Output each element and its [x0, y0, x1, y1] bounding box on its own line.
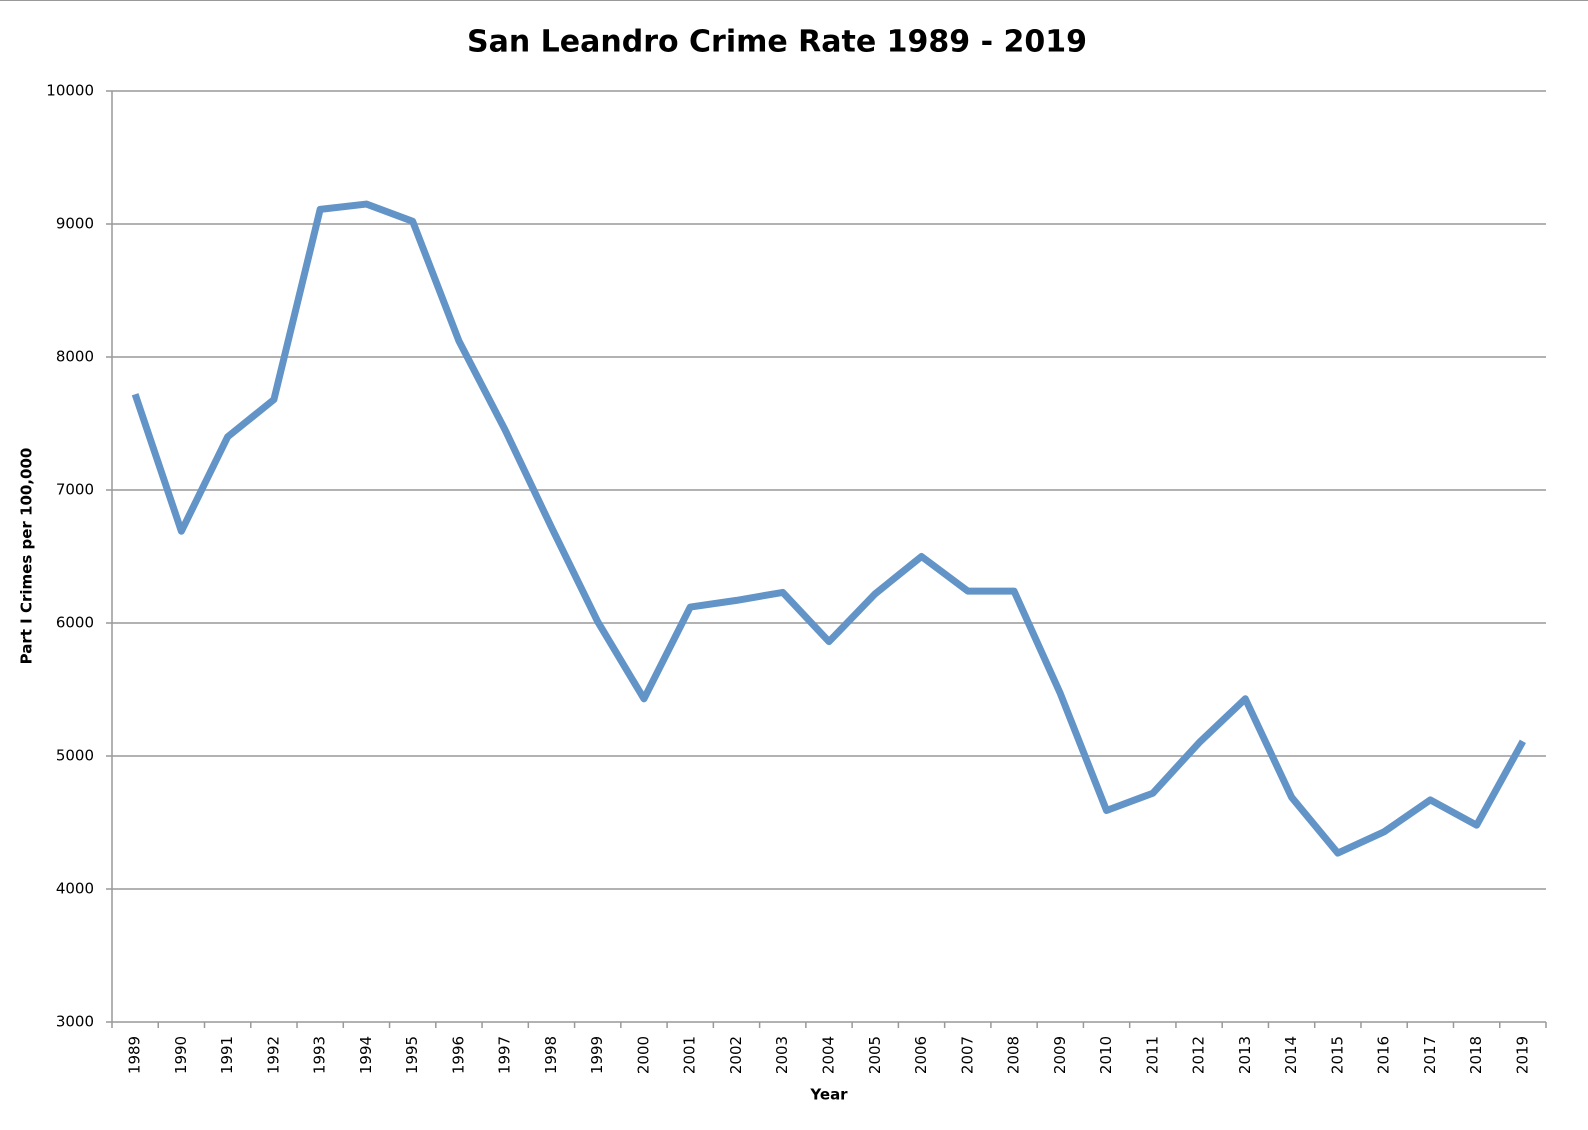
- x-tick-label: 1990: [172, 1036, 190, 1074]
- y-tick-label: 3000: [56, 1013, 94, 1031]
- x-tick-label: 2001: [681, 1036, 699, 1074]
- x-tick-label: 1993: [311, 1036, 329, 1074]
- x-tick-label: 2009: [1051, 1036, 1069, 1074]
- x-tick-label: 2007: [958, 1036, 976, 1074]
- x-tick-label: 2006: [912, 1036, 930, 1074]
- y-tick-label: 7000: [56, 481, 94, 499]
- x-tick-label: 2019: [1513, 1036, 1531, 1074]
- x-tick-label: 2003: [773, 1036, 791, 1074]
- x-tick-label: 2012: [1190, 1036, 1208, 1074]
- x-tick-label: 2000: [634, 1036, 652, 1074]
- x-tick-label: 1989: [126, 1036, 144, 1074]
- y-tick-label: 5000: [56, 747, 94, 765]
- x-tick-label: 2013: [1236, 1036, 1254, 1074]
- x-tick-label: 2014: [1282, 1036, 1300, 1074]
- x-tick-label: 2017: [1421, 1036, 1439, 1074]
- x-tick-label: 2005: [866, 1036, 884, 1074]
- x-axis-title: Year: [809, 1086, 848, 1104]
- x-tick-label: 1995: [403, 1036, 421, 1074]
- y-axis-title: Part I Crimes per 100,000: [18, 448, 36, 665]
- x-tick-label: 1994: [357, 1036, 375, 1074]
- x-tick-label: 1999: [588, 1036, 606, 1074]
- chart-title: San Leandro Crime Rate 1989 - 2019: [467, 25, 1087, 60]
- x-tick-label: 2010: [1097, 1036, 1115, 1074]
- y-tick-label: 10000: [46, 82, 94, 100]
- x-tick-label: 2015: [1328, 1036, 1346, 1074]
- x-tick-label: 2011: [1143, 1036, 1161, 1074]
- data-line: [131, 200, 1526, 857]
- y-tick-label: 8000: [56, 348, 94, 366]
- x-tick-label: 2002: [727, 1036, 745, 1074]
- x-tick-label: 1992: [264, 1036, 282, 1074]
- y-tick-label: 9000: [56, 215, 94, 233]
- x-tick-label: 1996: [449, 1036, 467, 1074]
- x-tick-label: 2016: [1375, 1036, 1393, 1074]
- x-tick-label: 2018: [1467, 1036, 1485, 1074]
- x-tick-label: 1998: [542, 1036, 560, 1074]
- x-tick-label: 1991: [218, 1036, 236, 1074]
- x-tick-label: 1997: [496, 1036, 514, 1074]
- y-tick-label: 4000: [56, 880, 94, 898]
- x-tick-label: 2004: [820, 1036, 838, 1074]
- x-tick-label: 2008: [1005, 1036, 1023, 1074]
- y-tick-label: 6000: [56, 614, 94, 632]
